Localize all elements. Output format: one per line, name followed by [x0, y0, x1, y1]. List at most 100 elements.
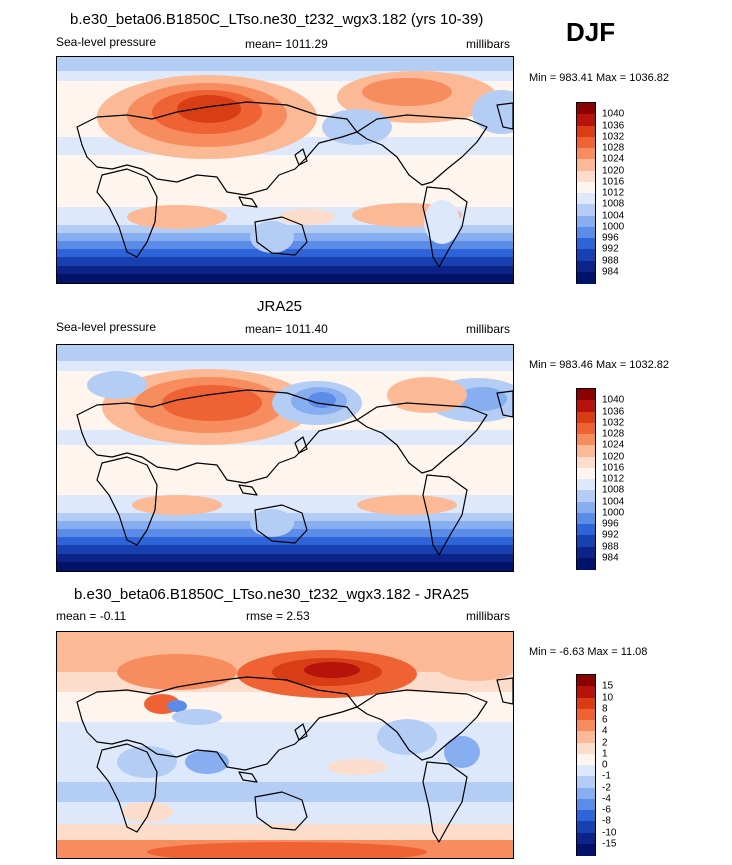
colorbar-swatch [577, 193, 595, 205]
colorbar-swatch [577, 125, 595, 138]
colorbar-tick-label: -4 [602, 793, 611, 805]
colorbar-tick-label: 988 [602, 255, 619, 266]
colorbar-swatch [577, 753, 595, 766]
colorbar-tick-label: 1004 [602, 210, 625, 221]
colorbar-tick-label: 992 [602, 529, 619, 541]
colorbar-swatch [577, 810, 595, 822]
season-label: DJF [566, 17, 616, 47]
colorbar-swatch [577, 776, 595, 788]
panel-obs-colorbar [576, 388, 596, 570]
colorbar-tick-label: 1040 [602, 108, 625, 120]
colorbar-tick-label: -8 [602, 815, 611, 827]
colorbar-tick-label: 1000 [602, 507, 625, 519]
colorbar-swatch [577, 148, 595, 160]
panel-model-title: b.e30_beta06.B1850C_LTso.ne30_t232_wgx3.… [70, 11, 484, 28]
colorbar-tick-label: 996 [602, 232, 619, 244]
colorbar-tick-label: 1040 [602, 394, 625, 406]
colorbar-swatch [577, 557, 595, 570]
colorbar-swatch [577, 765, 595, 777]
colorbar-swatch [577, 422, 595, 435]
colorbar-tick-label: -6 [602, 804, 611, 816]
panel-obs-variable-label: Sea-level pressure [56, 320, 157, 334]
colorbar-tick-label: 1032 [602, 131, 625, 143]
colorbar-swatch [577, 512, 595, 525]
colorbar-swatch [577, 238, 595, 250]
colorbar-swatch [577, 249, 595, 261]
colorbar-tick-label: 1032 [602, 417, 625, 429]
colorbar-swatch [577, 821, 595, 833]
colorbar-swatch [577, 181, 595, 194]
colorbar-tick-label: 8 [602, 703, 608, 715]
panel-diff-minmax: Min = -6.63 Max = 11.08 [529, 646, 648, 658]
colorbar-swatch [577, 535, 595, 547]
panel-obs-map [56, 344, 514, 572]
map-diff-svg [57, 632, 513, 858]
colorbar-swatch [577, 260, 595, 273]
colorbar-swatch [577, 226, 595, 239]
colorbar-swatch [577, 546, 595, 559]
colorbar-tick-label: 984 [602, 552, 619, 564]
panel-obs-mean-label: mean= 1011.40 [245, 322, 328, 336]
colorbar-swatch [577, 524, 595, 536]
colorbar-swatch [577, 686, 595, 698]
colorbar-tick-label: 1016 [602, 176, 625, 188]
colorbar-swatch [577, 445, 595, 457]
colorbar-swatch [577, 400, 595, 412]
colorbar-swatch [577, 114, 595, 126]
panel-diff-title: b.e30_beta06.B1850C_LTso.ne30_t232_wgx3.… [74, 586, 470, 603]
colorbar-tick-label: -2 [602, 782, 611, 793]
map-model-svg [57, 57, 513, 283]
colorbar-tick-label: 1016 [602, 462, 625, 474]
colorbar-swatch [577, 731, 595, 743]
colorbar-tick-label: 1028 [602, 142, 625, 154]
panel-model-units-label: millibars [466, 37, 511, 51]
colorbar-swatch [577, 501, 595, 514]
colorbar-swatch [577, 697, 595, 710]
colorbar-swatch [577, 708, 595, 721]
colorbar-swatch [577, 479, 595, 491]
colorbar-swatch [577, 467, 595, 480]
colorbar-swatch [577, 720, 595, 732]
panel-model-map [56, 56, 514, 284]
colorbar-tick-label: 988 [602, 541, 619, 552]
panel-model-variable-label: Sea-level pressure [56, 35, 157, 49]
colorbar-tick-label: -1 [602, 770, 611, 782]
colorbar-tick-label: 1008 [602, 198, 625, 210]
colorbar-swatch [577, 787, 595, 800]
colorbar-tick-label: 6 [602, 714, 608, 726]
colorbar-tick-label: 1020 [602, 165, 625, 176]
colorbar-tick-label: 1036 [602, 406, 625, 417]
colorbar-tick-label: 1004 [602, 496, 625, 507]
panel-model-minmax: Min = 983.41 Max = 1036.82 [529, 72, 670, 84]
colorbar-swatch [577, 798, 595, 811]
colorbar-swatch [577, 136, 595, 149]
panel-diff-rmse-label: rmse = 2.53 [246, 609, 310, 623]
colorbar-tick-label: 1 [602, 748, 608, 760]
panel-diff-map [56, 631, 514, 859]
colorbar-tick-label: 1028 [602, 428, 625, 440]
panel-diff-mean-label: mean = -0.11 [56, 609, 127, 623]
colorbar-tick-label: 10 [602, 692, 614, 703]
colorbar-tick-label: 1012 [602, 473, 625, 485]
colorbar-swatch [577, 389, 595, 401]
colorbar-tick-label: -15 [602, 838, 617, 850]
panel-model-colorbar [576, 102, 596, 284]
panel-diff-colorbar [576, 674, 596, 856]
panel-obs-minmax: Min = 983.46 Max = 1032.82 [529, 359, 670, 371]
colorbar-tick-label: 4 [602, 725, 608, 737]
colorbar-swatch [577, 490, 595, 502]
colorbar-swatch [577, 411, 595, 424]
colorbar-swatch [577, 832, 595, 845]
panel-model-mean-label: mean= 1011.29 [245, 37, 328, 51]
colorbar-tick-label: 996 [602, 518, 619, 530]
map-obs-svg [57, 345, 513, 571]
colorbar-swatch [577, 159, 595, 171]
colorbar-tick-label: 1012 [602, 187, 625, 199]
colorbar-tick-label: 1020 [602, 451, 625, 462]
colorbar-swatch [577, 215, 595, 228]
colorbar-swatch [577, 103, 595, 115]
colorbar-swatch [577, 675, 595, 687]
colorbar-swatch [577, 456, 595, 469]
colorbar-tick-label: 984 [602, 266, 619, 278]
colorbar-swatch [577, 843, 595, 856]
